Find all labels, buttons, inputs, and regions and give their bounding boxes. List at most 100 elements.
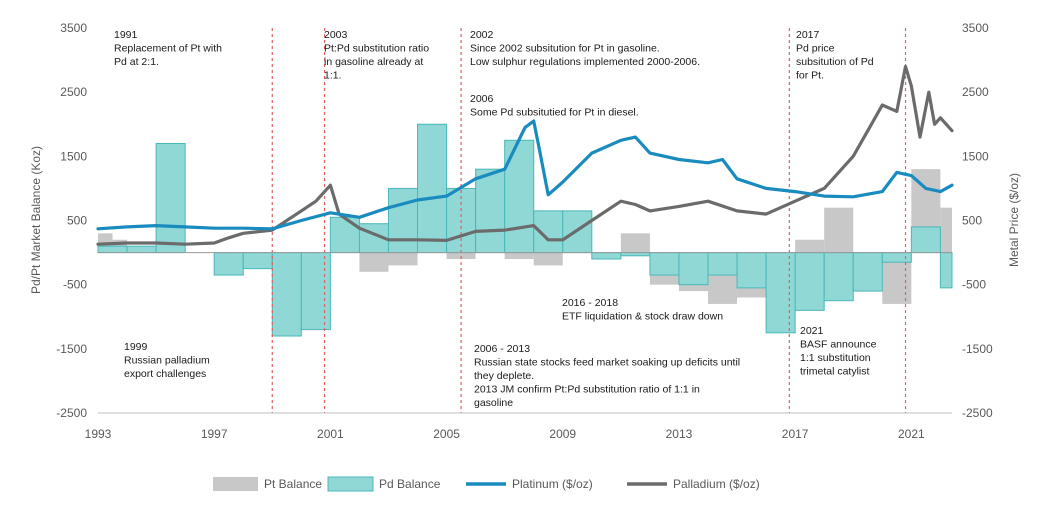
annotation-line: for Pt. <box>796 70 824 82</box>
pd-balance-series <box>97 123 953 337</box>
pd-balance-bar <box>155 143 186 254</box>
annotation-line: 2003 <box>324 29 348 41</box>
annotation: 2021 BASF announce 1:1 substitution trimeta… <box>800 325 877 378</box>
y-right-tick-label: -2500 <box>962 406 993 420</box>
annotation: 2006 - 2013 Russian state stocks feed mar… <box>474 343 740 409</box>
x-tick-label: 1993 <box>85 427 112 441</box>
pd-balance-bar <box>649 252 680 276</box>
annotation: 2003 Pt:Pd substitution ratio in gasoline … <box>324 29 429 82</box>
annotation-line: Some Pd subsitutied for Pt in diesel. <box>470 107 639 119</box>
pd-balance-bar <box>329 216 360 254</box>
pd-balance-bar <box>852 252 883 292</box>
pt-balance-bar <box>620 233 650 253</box>
pd-balance-bar <box>794 252 825 311</box>
legend-label-palladium: Palladium ($/oz) <box>673 477 760 491</box>
annotation-line: 2013 JM confirm Pt:Pd substitution ratio… <box>474 384 700 396</box>
legend-swatch-pd-balance <box>327 476 374 492</box>
annotation: 2006 Some Pd subsitutied for Pt in diesel… <box>470 93 639 119</box>
legend-label-platinum: Platinum ($/oz) <box>512 477 593 491</box>
x-tick-label: 2021 <box>898 427 925 441</box>
pd-balance-bar <box>765 252 796 334</box>
annotation-line: Pt:Pd substitution ratio <box>324 43 429 55</box>
pd-balance-bar <box>939 252 953 289</box>
annotations: 1991 Replacement of Pt with Pd at 2:1. 2003… <box>114 29 877 409</box>
pt-balance-bar <box>388 252 418 266</box>
y-left-tick-label: 3500 <box>60 21 87 35</box>
y-right-tick-label: 1500 <box>962 149 989 163</box>
pd-balance-bar <box>97 245 128 254</box>
y-left-tick-label: -1500 <box>56 342 87 356</box>
y-right-tick-label: 3500 <box>962 21 989 35</box>
y-right-tick-label: -500 <box>962 278 986 292</box>
pt-balance-bar <box>533 252 563 266</box>
annotation-line: 2006 <box>470 93 494 105</box>
pd-balance-bar <box>678 252 709 286</box>
annotation-line: 2002 <box>470 29 494 41</box>
pd-balance-bar <box>387 187 419 254</box>
pt-balance-bar <box>795 239 825 253</box>
pd-balance-bar <box>475 168 506 254</box>
annotation-line: 2006 - 2013 <box>474 343 530 355</box>
legend: Pt Balance Pd Balance Platinum ($/oz) Pa… <box>213 476 760 492</box>
annotation-line: 2017 <box>796 29 820 41</box>
annotation-line: ETF liquidation & stock draw down <box>562 311 723 323</box>
annotation: 2016 - 2018 ETF liquidation & stock draw … <box>562 297 723 323</box>
annotation: 1991 Replacement of Pt with Pd at 2:1. <box>114 29 222 68</box>
annotation-line: 1:1 substitution <box>800 352 871 364</box>
pt-balance-bar <box>446 252 476 259</box>
annotation-line: BASF announce <box>800 339 877 351</box>
annotation-line: Replacement of Pt with <box>114 43 222 55</box>
annotation-line: 1991 <box>114 29 138 41</box>
x-tick-label: 2009 <box>549 427 576 441</box>
annotation-line: Russian state stocks feed market soaking… <box>474 357 740 369</box>
axis-ticks: 1993 1997 2001 2005 2009 2013 2017 2021 3500 2500… <box>56 21 993 441</box>
annotation-line: Pd at 2:1. <box>114 56 159 68</box>
pd-balance-bar <box>910 226 941 254</box>
pd-balance-bar <box>126 245 157 254</box>
pd-balance-bar <box>736 252 767 289</box>
x-tick-label: 2001 <box>317 427 344 441</box>
legend-label-pt-balance: Pt Balance <box>264 477 322 491</box>
legend-swatch-pt-balance <box>213 477 258 491</box>
x-tick-label: 2013 <box>666 427 693 441</box>
annotation-line: export challenges <box>124 368 206 380</box>
y-left-tick-label: 500 <box>67 214 87 228</box>
pd-balance-bar <box>823 252 854 302</box>
annotation-line: Russian palladium <box>124 355 210 367</box>
pt-balance-bar <box>359 252 389 272</box>
y-left-tick-label: -500 <box>63 278 87 292</box>
annotation: 1999 Russian palladium export challenges <box>124 341 210 380</box>
annotation-line: 1:1. <box>324 70 342 82</box>
palladium-line <box>96 64 954 246</box>
annotation-line: trimetal catylist <box>800 366 870 378</box>
pd-balance-bar <box>417 123 448 254</box>
annotation: 2017 Pd price subsitution of Pd for Pt. <box>796 29 874 82</box>
pd-balance-bar <box>242 252 273 270</box>
legend-label-pd-balance: Pd Balance <box>379 477 441 491</box>
pd-balance-bar <box>300 252 331 331</box>
x-tick-label: 1997 <box>201 427 228 441</box>
pt-balance-bar <box>504 252 534 259</box>
y-axis-left-title: Pd/Pt Market Balance (Koz) <box>29 146 43 294</box>
annotation: 2002 Since 2002 subsitution for Pt in gas… <box>470 29 700 68</box>
annotation-line: Since 2002 subsitution for Pt in gasolin… <box>470 43 660 55</box>
annotation-line: in gasoline already at <box>324 56 423 68</box>
x-tick-label: 2005 <box>433 427 460 441</box>
annotation-line: 2021 <box>800 325 824 337</box>
annotation-line: 2016 - 2018 <box>562 297 618 309</box>
pt-balance-bar <box>940 207 952 253</box>
annotation-line: gasoline <box>474 397 513 409</box>
y-axis-right-title: Metal Price ($/oz) <box>1007 173 1021 267</box>
y-left-tick-label: 1500 <box>60 149 87 163</box>
x-tick-label: 2017 <box>782 427 809 441</box>
annotation-line: subsitution of Pd <box>796 56 874 68</box>
y-right-tick-label: 2500 <box>962 85 989 99</box>
y-left-tick-label: -2500 <box>56 406 87 420</box>
annotation-line: they deplete. <box>474 370 534 382</box>
pd-balance-bar <box>881 252 912 263</box>
pd-balance-bar <box>591 252 622 260</box>
y-left-tick-label: 2500 <box>60 85 87 99</box>
annotation-line: Low sulphur regulations implemented 2000… <box>470 56 700 68</box>
y-right-tick-label: -1500 <box>962 342 993 356</box>
